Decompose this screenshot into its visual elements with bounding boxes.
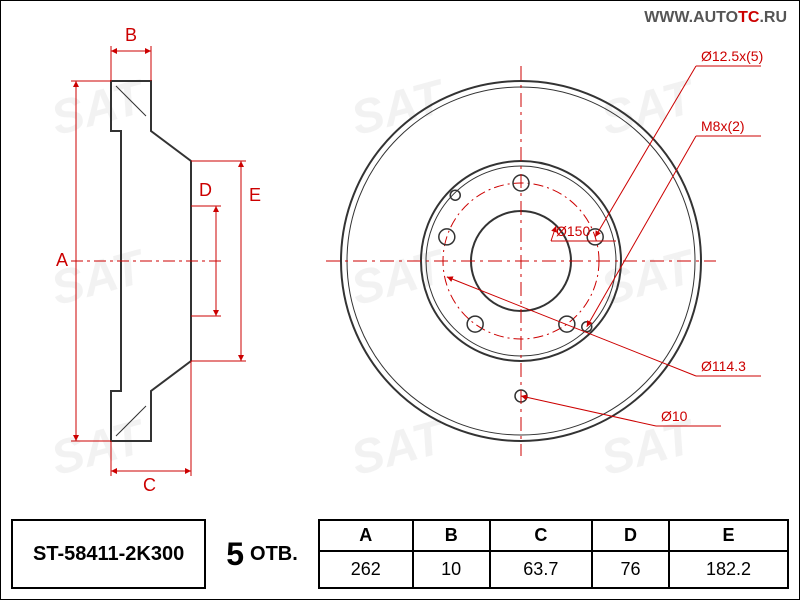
dim-header: B bbox=[413, 520, 490, 551]
holes-label: 5 ОТВ. bbox=[226, 519, 298, 589]
dim-label-d: D bbox=[199, 180, 212, 200]
dimensions-table: ABCDE 2621063.776182.2 bbox=[318, 519, 789, 589]
dim-header: A bbox=[319, 520, 413, 551]
drawing-area: A B C D E Ø12.5x(5) M8x(2) Ø150 Ø114.3 Ø10 bbox=[1, 1, 799, 501]
side-view: A B C D E bbox=[56, 25, 261, 495]
dim-value: 262 bbox=[319, 551, 413, 588]
technical-drawing: A B C D E Ø12.5x(5) M8x(2) Ø150 Ø114.3 Ø10 bbox=[1, 1, 800, 521]
dim-label-c: C bbox=[143, 475, 156, 495]
front-view: Ø12.5x(5) M8x(2) Ø150 Ø114.3 Ø10 bbox=[326, 48, 763, 456]
callout-label: Ø114.3 bbox=[701, 358, 746, 374]
dim-header: E bbox=[669, 520, 788, 551]
dim-value: 76 bbox=[592, 551, 669, 588]
callout-label: Ø150 bbox=[556, 223, 590, 239]
dim-header: D bbox=[592, 520, 669, 551]
dim-label-a: A bbox=[56, 250, 68, 270]
dim-header: C bbox=[490, 520, 592, 551]
dim-value: 63.7 bbox=[490, 551, 592, 588]
callout-label: Ø12.5x(5) bbox=[701, 48, 763, 64]
dim-value: 182.2 bbox=[669, 551, 788, 588]
bottom-bar: ST-58411-2K300 5 ОТВ. ABCDE 2621063.7761… bbox=[11, 519, 789, 589]
part-number: ST-58411-2K300 bbox=[11, 519, 206, 589]
dim-value: 10 bbox=[413, 551, 490, 588]
callout-label: M8x(2) bbox=[701, 118, 745, 134]
dim-label-b: B bbox=[125, 25, 137, 45]
callout-label: Ø10 bbox=[661, 408, 688, 424]
site-url: WWW.AUTOTC.RU bbox=[644, 9, 787, 27]
dim-label-e: E bbox=[249, 185, 261, 205]
